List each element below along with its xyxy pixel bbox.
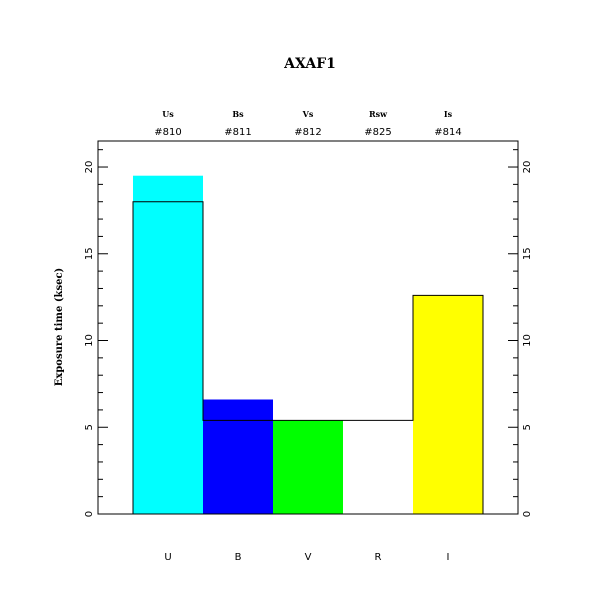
x-category-label: V	[305, 552, 312, 563]
filter-code-label: #810	[154, 127, 181, 138]
y-tick-label-right: 20	[522, 161, 533, 174]
y-tick-label-left: 5	[84, 424, 95, 430]
filter-name-label: Vs	[302, 109, 314, 119]
x-category-label: R	[375, 552, 382, 563]
chart-title: AXAF1	[283, 56, 336, 72]
filter-name-label: Rsw	[369, 109, 388, 119]
y-tick-label-left: 10	[84, 334, 95, 347]
y-axis-label: Exposure time (ksec)	[54, 268, 65, 387]
y-tick-label-right: 0	[522, 511, 533, 517]
x-category-label: I	[447, 552, 450, 563]
bar-U	[133, 175, 203, 514]
filter-code-label: #811	[224, 127, 251, 138]
x-category-label: U	[164, 552, 171, 563]
y-tick-label-right: 10	[522, 334, 533, 347]
bar-B	[203, 399, 273, 514]
y-tick-label-right: 5	[522, 424, 533, 430]
filter-code-label: #825	[364, 127, 391, 138]
x-category-label: B	[235, 552, 242, 563]
outline-layer	[132, 201, 484, 514]
outline-step	[132, 201, 484, 514]
filter-name-label: Is	[444, 109, 453, 119]
bar-I	[413, 295, 483, 514]
filter-name-label: Bs	[232, 109, 244, 119]
y-tick-label-left: 20	[84, 161, 95, 174]
y-tick-label-left: 0	[84, 511, 95, 517]
filter-code-label: #812	[294, 127, 321, 138]
ticks-layer: 0 0 5 5 10 10 15 15 20 20	[84, 149, 533, 517]
bar-V	[273, 420, 343, 514]
filter-code-label: #814	[434, 127, 461, 138]
labels-layer: Us #810 U Bs #811 B Vs #812 V Rsw #825 R Is #814 I	[154, 109, 461, 563]
filter-name-label: Us	[162, 109, 174, 119]
y-tick-label-left: 15	[84, 247, 95, 260]
bars-layer	[133, 175, 483, 514]
y-tick-label-right: 15	[522, 247, 533, 260]
plot-frame	[97, 140, 519, 515]
